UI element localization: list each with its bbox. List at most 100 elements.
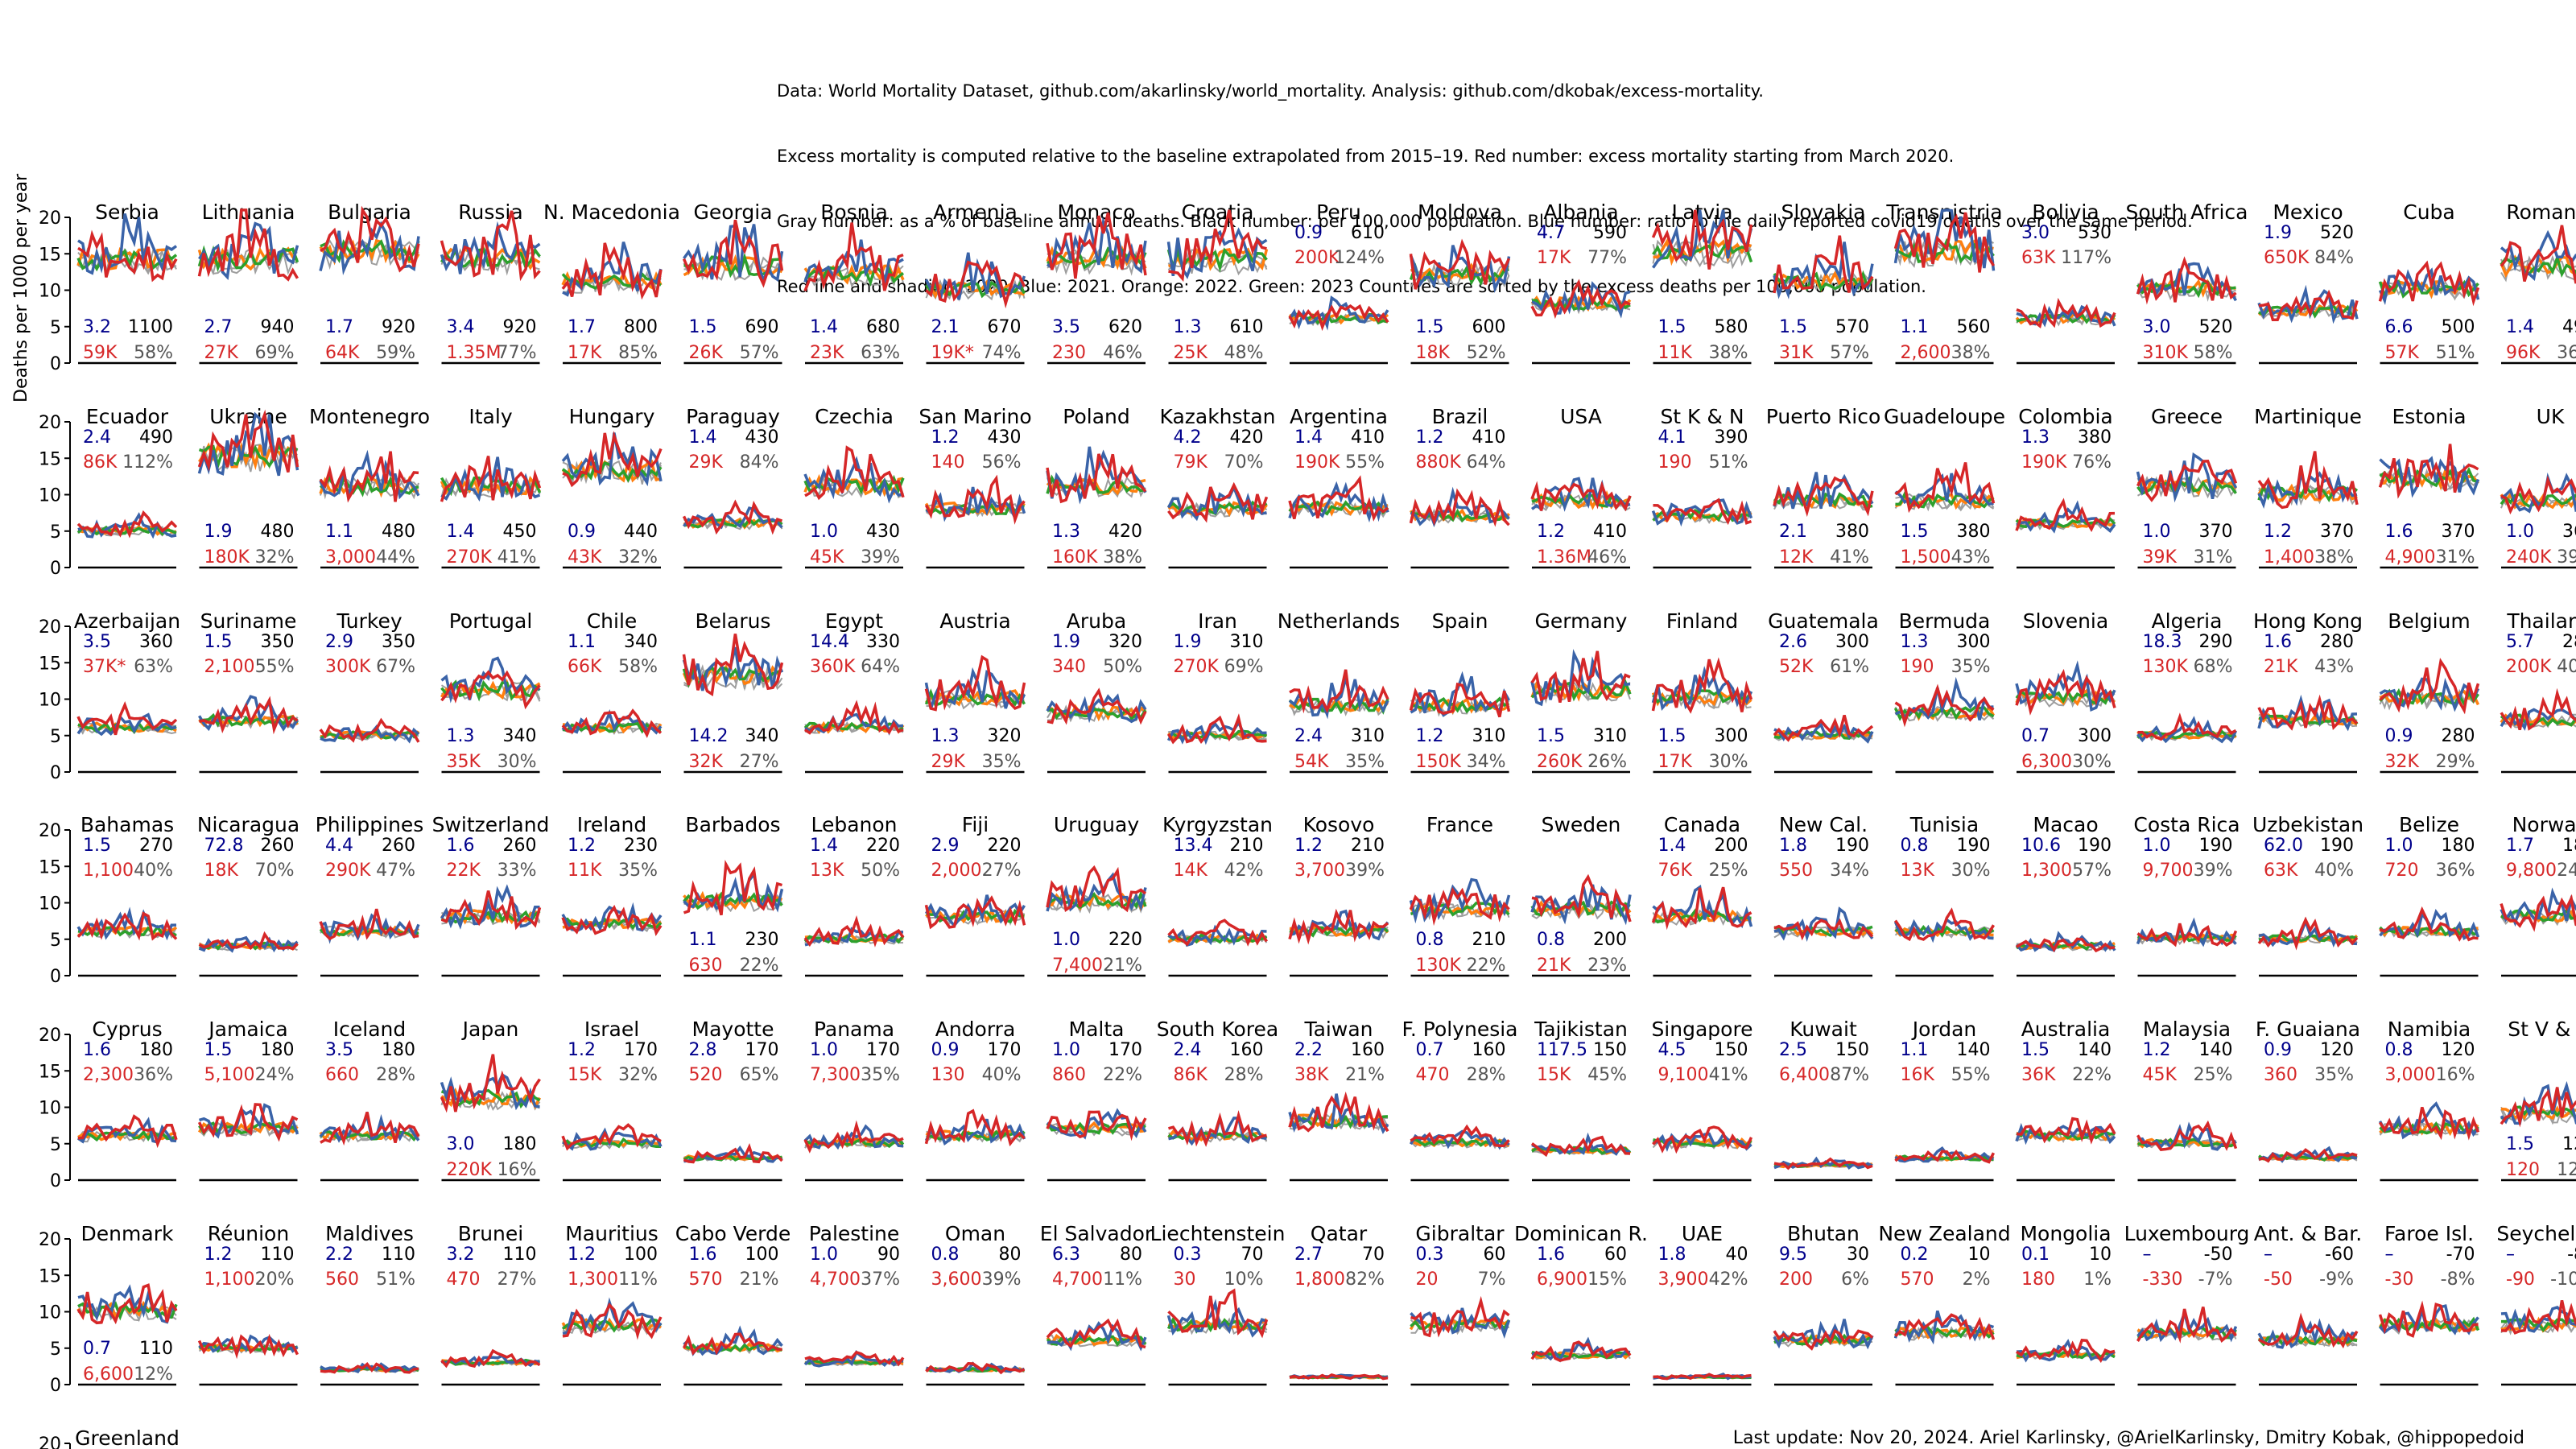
percent-value: 22% bbox=[1467, 956, 1506, 976]
ratio-value: 0.3 bbox=[1416, 1245, 1444, 1265]
year-trace bbox=[76, 700, 178, 736]
excess-value: 150K bbox=[1416, 752, 1462, 772]
year-trace bbox=[804, 1350, 905, 1367]
percent-value: 6% bbox=[1841, 1269, 1869, 1290]
per100k-value: 140 bbox=[2078, 1040, 2112, 1060]
per100k-value: 280 bbox=[2320, 632, 2354, 652]
ratio-value: 2.6 bbox=[1779, 632, 1807, 652]
year-trace bbox=[2257, 284, 2359, 324]
y-tick-label: 0 bbox=[50, 1171, 61, 1191]
y-tick-label: 10 bbox=[39, 894, 61, 914]
country-name: Bulgaria bbox=[328, 200, 411, 224]
year-trace bbox=[1410, 1307, 1511, 1339]
per100k-value: 230 bbox=[624, 836, 658, 856]
percent-value: 7% bbox=[1478, 1269, 1506, 1290]
per100k-value: 320 bbox=[988, 726, 1022, 746]
per100k-value: 370 bbox=[2199, 522, 2233, 542]
excess-value: 13K bbox=[1901, 861, 1935, 881]
ratio-value: 5.7 bbox=[2506, 632, 2534, 652]
year-trace bbox=[2500, 894, 2576, 932]
ratio-value: 1.2 bbox=[204, 1245, 233, 1265]
year-trace bbox=[2379, 1106, 2480, 1141]
country-name: Costa Rica bbox=[2133, 813, 2240, 836]
excess-value: 57K bbox=[2385, 343, 2420, 363]
percent-value: 64% bbox=[861, 657, 900, 677]
excess-value: 1,300 bbox=[568, 1269, 618, 1290]
year-trace bbox=[1530, 1340, 1632, 1362]
year-trace bbox=[1289, 1373, 1389, 1381]
year-trace bbox=[2015, 497, 2116, 532]
per100k-value: 150 bbox=[1593, 1040, 1627, 1060]
country-name: Brunei bbox=[458, 1222, 523, 1245]
country-name: Germany bbox=[1535, 609, 1628, 633]
excess-value: 160K bbox=[1052, 547, 1098, 568]
ratio-value: 1.7 bbox=[2506, 836, 2534, 856]
ratio-value: 1.1 bbox=[689, 930, 717, 950]
excess-value: 52K bbox=[1779, 657, 1814, 677]
percent-value: 30% bbox=[497, 752, 537, 772]
per100k-value: 300 bbox=[1715, 726, 1748, 746]
percent-value: 30% bbox=[1951, 861, 1991, 881]
ratio-value: 2.4 bbox=[1174, 1040, 1202, 1060]
year-trace bbox=[804, 445, 905, 501]
country-name: Kazakhstan bbox=[1159, 405, 1275, 428]
country-name: Mexico bbox=[2273, 200, 2343, 224]
percent-value: 45% bbox=[1587, 1065, 1627, 1085]
year-trace bbox=[2379, 1121, 2479, 1135]
year-trace bbox=[1409, 683, 1511, 718]
year-trace bbox=[1530, 1135, 1631, 1158]
percent-value: 25% bbox=[2194, 1065, 2233, 1085]
country-name: Croatia bbox=[1182, 200, 1254, 224]
excess-value: 18K bbox=[204, 861, 239, 881]
per100k-value: 220 bbox=[988, 836, 1022, 856]
excess-value: 2,600 bbox=[1901, 343, 1951, 363]
year-trace bbox=[1530, 279, 1631, 320]
year-trace bbox=[1531, 873, 1632, 923]
ratio-value: 2.1 bbox=[931, 317, 960, 337]
ratio-value: 0.9 bbox=[2264, 1040, 2292, 1060]
country-name: Macao bbox=[2033, 813, 2098, 836]
ratio-value: 3.4 bbox=[447, 317, 475, 337]
year-trace bbox=[440, 221, 541, 275]
ratio-value: 1.2 bbox=[568, 1040, 596, 1060]
per100k-value: 180 bbox=[503, 1134, 537, 1154]
per100k-value: -80 bbox=[2567, 1245, 2576, 1265]
year-trace bbox=[562, 431, 663, 488]
ratio-value: 2.8 bbox=[689, 1040, 717, 1060]
per100k-value: 420 bbox=[1108, 522, 1142, 542]
percent-value: 74% bbox=[982, 343, 1022, 363]
ratio-value: 2.4 bbox=[83, 427, 111, 448]
country-name: Ecuador bbox=[86, 405, 169, 428]
excess-value: 5,100 bbox=[204, 1065, 255, 1085]
excess-value: 1,100 bbox=[204, 1269, 255, 1290]
percent-value: 42% bbox=[1224, 861, 1264, 881]
country-name: Suriname bbox=[200, 609, 297, 633]
ratio-value: 4.7 bbox=[1537, 223, 1565, 243]
ratio-value: 1.4 bbox=[1658, 836, 1686, 856]
country-name: Hungary bbox=[569, 405, 655, 428]
country-name: Poland bbox=[1063, 405, 1129, 428]
excess-value: 720 bbox=[2385, 861, 2419, 881]
excess-value: 290K bbox=[325, 861, 371, 881]
percent-value: 63% bbox=[134, 657, 173, 677]
percent-value: 65% bbox=[740, 1065, 779, 1085]
year-trace bbox=[2379, 456, 2480, 498]
percent-value: 22% bbox=[740, 956, 779, 976]
excess-value: 35K bbox=[447, 752, 481, 772]
per100k-value: 160 bbox=[1351, 1040, 1385, 1060]
excess-value: 1,400 bbox=[2264, 547, 2314, 568]
y-tick-label: 5 bbox=[50, 522, 61, 543]
per100k-value: 310 bbox=[1593, 726, 1627, 746]
per100k-value: 260 bbox=[261, 836, 295, 856]
percent-value: 61% bbox=[1830, 657, 1869, 677]
percent-value: 35% bbox=[1345, 752, 1385, 772]
country-name: Ant. & Bar. bbox=[2254, 1222, 2363, 1245]
year-trace bbox=[197, 409, 299, 473]
y-tick-label: 0 bbox=[50, 763, 61, 783]
percent-value: 28% bbox=[376, 1065, 415, 1085]
percent-value: 32% bbox=[255, 547, 295, 568]
country-name: Dominican R. bbox=[1514, 1222, 1648, 1245]
percent-value: 1% bbox=[2083, 1269, 2112, 1290]
year-trace bbox=[1894, 1313, 1996, 1340]
chart-header: Data: World Mortality Dataset, github.co… bbox=[777, 37, 2193, 320]
